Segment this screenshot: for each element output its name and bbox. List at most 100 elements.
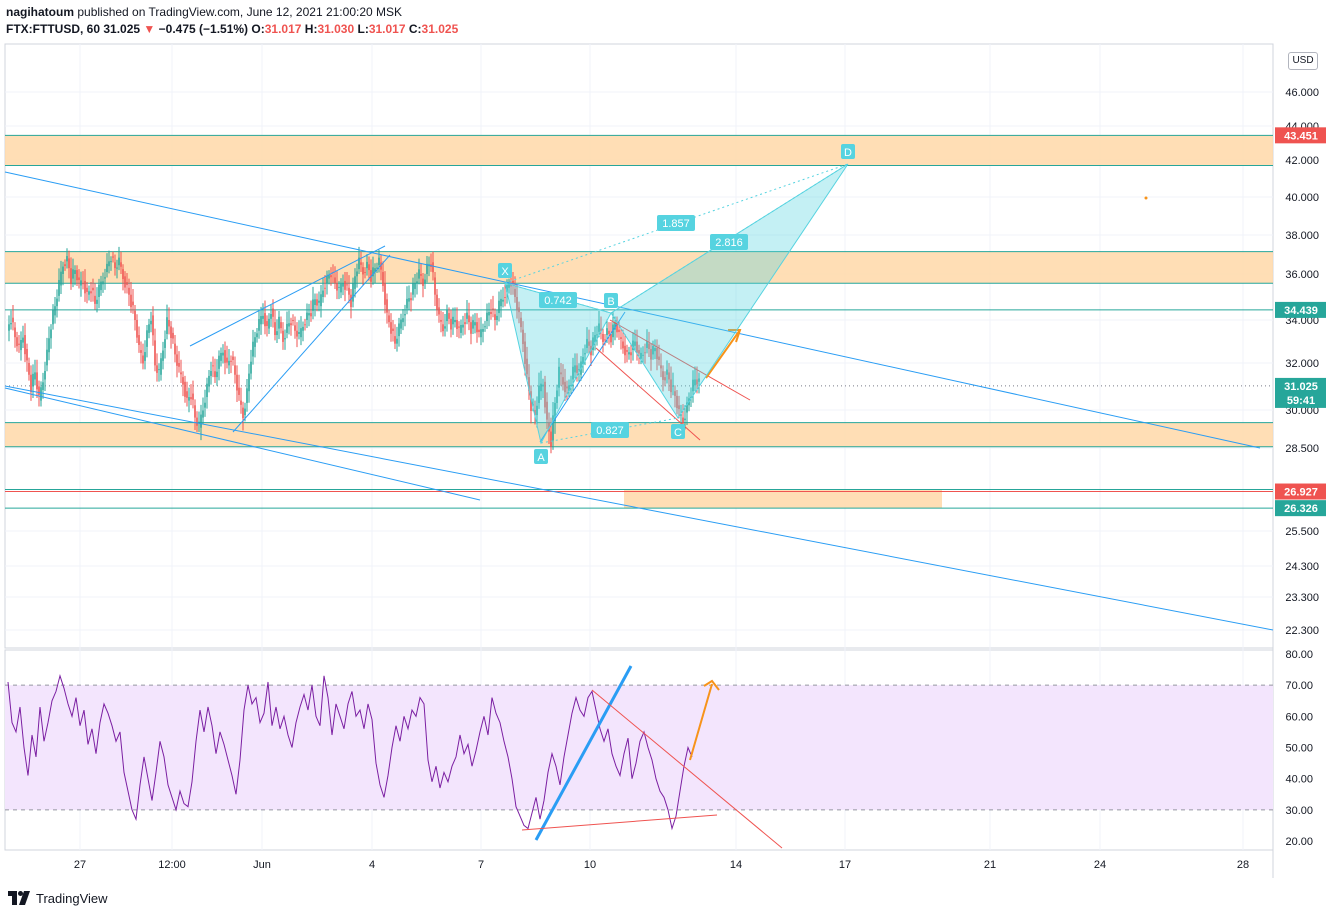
price-tick-7: 32.000: [1285, 358, 1319, 370]
candle-body: [544, 381, 546, 408]
candle-body: [494, 314, 496, 320]
candle-body: [528, 377, 530, 392]
change-arrow-icon: ▼: [143, 22, 156, 36]
candle-body: [540, 383, 542, 392]
candle-body: [72, 269, 74, 279]
candle-body: [466, 312, 468, 319]
candle-body: [550, 431, 552, 447]
time-tick-2: Jun: [253, 859, 271, 871]
high-value: 31.030: [317, 22, 355, 36]
rsi-tick-1: 70.00: [1285, 680, 1313, 692]
time-axis[interactable]: 27 12:00 Jun 4 7 10 14 17 21 24 28: [74, 859, 1249, 871]
candle-body: [128, 287, 130, 295]
candle-body: [12, 317, 14, 323]
candle-body: [658, 356, 660, 360]
candle-body: [24, 335, 26, 355]
pattern-point-x: X: [501, 266, 509, 278]
candle-body: [468, 315, 470, 323]
candle-body: [518, 307, 520, 313]
candle-body: [648, 343, 650, 350]
author-name[interactable]: nagihatoum: [6, 5, 74, 19]
candle-body: [678, 405, 680, 410]
candle-body: [394, 336, 396, 344]
candle-body: [576, 365, 578, 373]
candle-body: [530, 391, 532, 412]
candle-body: [692, 379, 694, 392]
candle-body: [350, 294, 352, 308]
candle-body: [252, 341, 254, 357]
candle-body: [368, 264, 370, 271]
tradingview-brand: TradingView: [36, 890, 108, 906]
candle-body: [200, 414, 202, 428]
candle-body: [52, 309, 54, 325]
candle-body: [440, 320, 442, 322]
rsi-tick-2: 60.00: [1285, 711, 1313, 723]
candle-body: [120, 262, 122, 267]
close-value: 31.025: [421, 22, 459, 36]
price-tick-0: 46.000: [1285, 87, 1319, 99]
candle-body: [610, 333, 612, 343]
pattern-point-b-badge: [604, 293, 618, 308]
zone-1: [5, 251, 1273, 284]
price-tag-0: 43.451: [1284, 130, 1318, 142]
price-tag-2: 31.025: [1284, 381, 1318, 393]
forecast-arrowhead-price: [728, 329, 742, 343]
candle-body: [152, 315, 154, 336]
candle-body: [552, 415, 554, 441]
candle-body: [228, 360, 230, 366]
candle-body: [574, 365, 576, 373]
candle-body: [116, 267, 118, 269]
candle-body: [412, 283, 414, 295]
symbol-label[interactable]: FTX:FTTUSD, 60: [6, 22, 101, 36]
candle-body: [266, 321, 268, 327]
candle-body: [442, 324, 444, 332]
time-tick-3: 4: [369, 859, 375, 871]
candle-body: [498, 300, 500, 314]
ohlc-legend: FTX:FTTUSD, 60 31.025 ▼ −0.475 (−1.51%) …: [6, 21, 906, 38]
candle-body: [470, 322, 472, 334]
candle-body: [218, 355, 220, 369]
candle-body: [50, 329, 52, 339]
candle-body: [296, 330, 298, 337]
candle-body: [638, 350, 640, 354]
candle-body: [244, 408, 246, 416]
flag-line-1: [539, 311, 626, 443]
candle-body: [224, 350, 226, 363]
time-tick-5: 10: [584, 859, 596, 871]
candle-body: [126, 282, 128, 286]
candle-body: [308, 313, 310, 316]
candle-body: [26, 349, 28, 361]
candle-body: [100, 281, 102, 291]
candle-body: [196, 417, 198, 426]
candle-body: [112, 256, 114, 258]
candle-body: [262, 315, 264, 319]
candle-body: [204, 402, 206, 408]
rsi-tick-4: 40.00: [1285, 774, 1313, 786]
candle-body: [484, 326, 486, 328]
candle-body: [10, 323, 12, 325]
candle-body: [622, 341, 624, 349]
candle-body: [584, 353, 586, 355]
candle-body: [206, 383, 208, 398]
candle-body: [362, 267, 364, 275]
candle-body: [660, 365, 662, 369]
candle-body: [66, 256, 68, 262]
candle-body: [140, 350, 142, 353]
candle-body: [570, 385, 572, 387]
candle-body: [434, 277, 436, 295]
candle-body: [62, 266, 64, 274]
candle-body: [582, 356, 584, 365]
candle-body: [532, 404, 534, 406]
currency-badge[interactable]: USD: [1288, 52, 1318, 70]
rising-channel-top: [189, 245, 386, 347]
candle-body: [276, 331, 278, 336]
candle-body: [104, 277, 106, 279]
price-axis[interactable]: 46.00044.00042.00040.00038.00036.00034.0…: [1285, 87, 1319, 848]
candle-body: [454, 320, 456, 323]
price-tag-bg-3: [1275, 391, 1326, 408]
price-tag-bg-5: [1275, 500, 1326, 517]
candle-body: [230, 360, 232, 362]
candle-body: [604, 339, 606, 341]
candle-body: [630, 352, 632, 356]
